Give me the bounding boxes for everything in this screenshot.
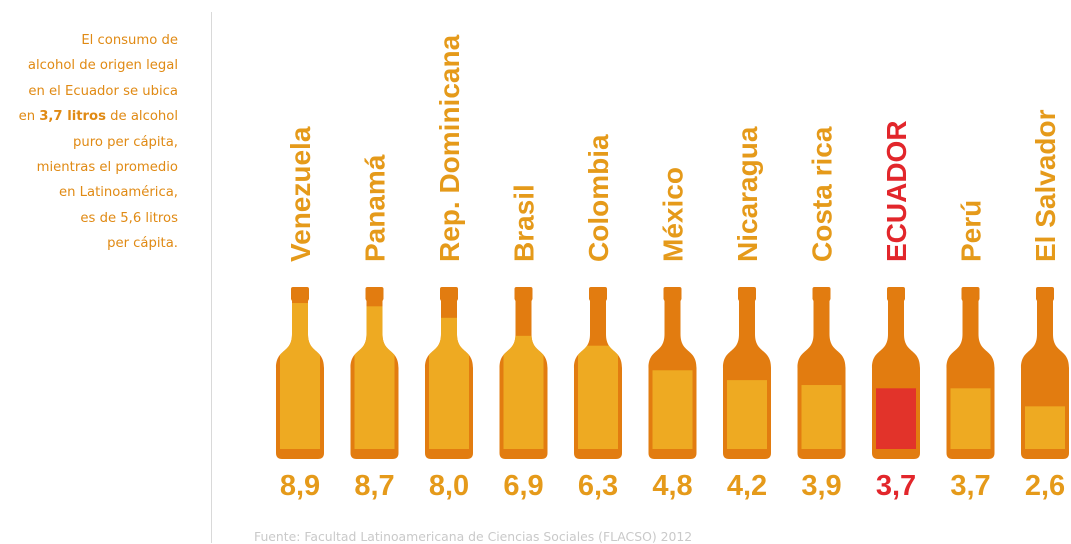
value-label: 6,9: [503, 470, 543, 502]
country-label: Nicaragua: [732, 126, 763, 262]
intro-line: mientras el promedio: [36, 160, 178, 176]
bottle-liquid: [950, 388, 991, 449]
intro-line: en 3,7 litros de alcohol: [0, 104, 178, 129]
value-label: 8,7: [354, 470, 394, 502]
bottle-liquid: [727, 380, 767, 449]
vertical-divider: [211, 12, 212, 543]
bottle-liquid: [578, 345, 618, 449]
country-label: Colombia: [583, 134, 614, 262]
intro-text: El consumo de alcohol de origen legal en…: [0, 28, 178, 257]
bottle-liquid: [652, 370, 693, 449]
bottle-liquid: [280, 303, 320, 449]
value-label: 3,7: [876, 470, 916, 502]
source-note: Fuente: Facultad Latinoamericana de Cien…: [254, 529, 693, 544]
bottle-liquid: [503, 335, 544, 449]
intro-line: puro per cápita,: [72, 134, 178, 150]
value-label: 8,9: [280, 470, 320, 502]
intro-line: en Latinoamérica,: [58, 185, 178, 201]
bottle-liquid: [1025, 406, 1065, 449]
intro-line: es de 5,6 litros: [80, 210, 178, 226]
country-label: Costa rica: [807, 126, 838, 262]
intro-line-prefix: en: [18, 109, 40, 125]
intro-line-suffix: de alcohol: [105, 109, 178, 125]
bottle-liquid: [429, 317, 469, 449]
value-label: 8,0: [429, 470, 469, 502]
intro-line: en el Ecuador se ubica: [28, 83, 178, 99]
country-label: Rep. Dominicana: [434, 34, 465, 262]
country-label: Venezuela: [285, 126, 316, 262]
value-label: 4,2: [727, 470, 767, 502]
intro-highlight-value: 3,7 litros: [39, 109, 106, 125]
country-label: Perú: [956, 200, 987, 262]
value-label: 4,8: [652, 470, 692, 502]
bottle-liquid: [876, 388, 916, 449]
bottle-liquid: [354, 306, 395, 449]
value-label: 2,6: [1025, 470, 1065, 502]
bottle-liquid: [801, 385, 842, 449]
intro-line: El consumo de: [81, 33, 178, 48]
country-label: Brasil: [509, 184, 540, 262]
country-label: México: [658, 167, 689, 262]
value-label: 6,3: [578, 470, 618, 502]
country-label: Panamá: [360, 154, 391, 262]
intro-line: alcohol de origen legal: [27, 58, 178, 74]
value-label: 3,9: [801, 470, 841, 502]
intro-line: per cápita.: [107, 236, 178, 252]
country-label: El Salvador: [1030, 109, 1061, 262]
country-label: ECUADOR: [881, 120, 912, 262]
value-label: 3,7: [950, 470, 990, 502]
